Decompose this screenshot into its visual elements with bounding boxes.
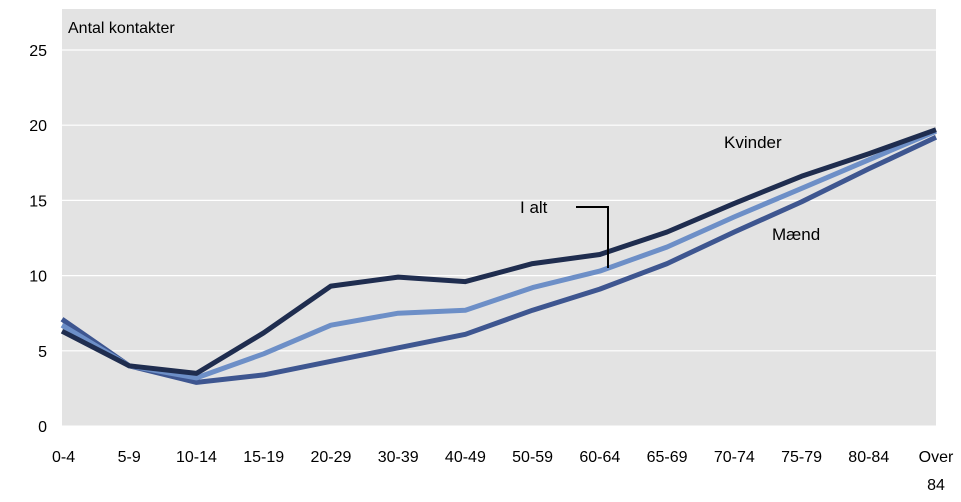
x-tick-label: 75-79 <box>781 449 822 466</box>
plot-area <box>62 9 936 426</box>
y-tick-label: 15 <box>29 193 47 210</box>
y-axis-tick-labels: 0 5 10 15 20 25 <box>29 43 47 436</box>
x-axis-tick-labels: 0-4 5-9 10-14 15-19 20-29 30-39 40-49 50-59 60-6… <box>52 449 954 494</box>
annotation-maend: Mænd <box>772 225 820 244</box>
series-line-m-nd <box>60 134 938 385</box>
x-tick-label: 20-29 <box>310 449 351 466</box>
y-tick-label: 25 <box>29 43 47 60</box>
y-tick-label: 5 <box>38 344 47 361</box>
x-tick-label: 15-19 <box>243 449 284 466</box>
x-tick-label: 30-39 <box>378 449 419 466</box>
x-tick-label: 50-59 <box>512 449 553 466</box>
x-tick-label: 70-74 <box>714 449 755 466</box>
x-tick-label: 5-9 <box>118 449 141 466</box>
x-tick-label: 84 <box>927 477 945 494</box>
x-tick-label: 60-64 <box>579 449 620 466</box>
x-tick-label: 40-49 <box>445 449 486 466</box>
x-tick-label: 0-4 <box>52 449 75 466</box>
x-tick-label: 65-69 <box>647 449 688 466</box>
annotation-kvinder: Kvinder <box>724 133 782 152</box>
annotation-i-alt: I alt <box>520 198 548 217</box>
x-tick-label: Over <box>919 449 954 466</box>
x-tick-label: 10-14 <box>176 449 217 466</box>
series-lines <box>60 127 938 385</box>
annotation-i-alt-leader <box>576 206 609 268</box>
x-tick-label: 80-84 <box>848 449 889 466</box>
y-tick-label: 0 <box>38 419 47 436</box>
series-line-kvinder <box>60 127 937 376</box>
y-tick-label: 10 <box>29 269 47 286</box>
series-line-i-alt <box>60 128 937 381</box>
y-axis-title: Antal kontakter <box>68 20 175 37</box>
gridlines <box>62 49 936 352</box>
y-tick-label: 20 <box>29 118 47 135</box>
